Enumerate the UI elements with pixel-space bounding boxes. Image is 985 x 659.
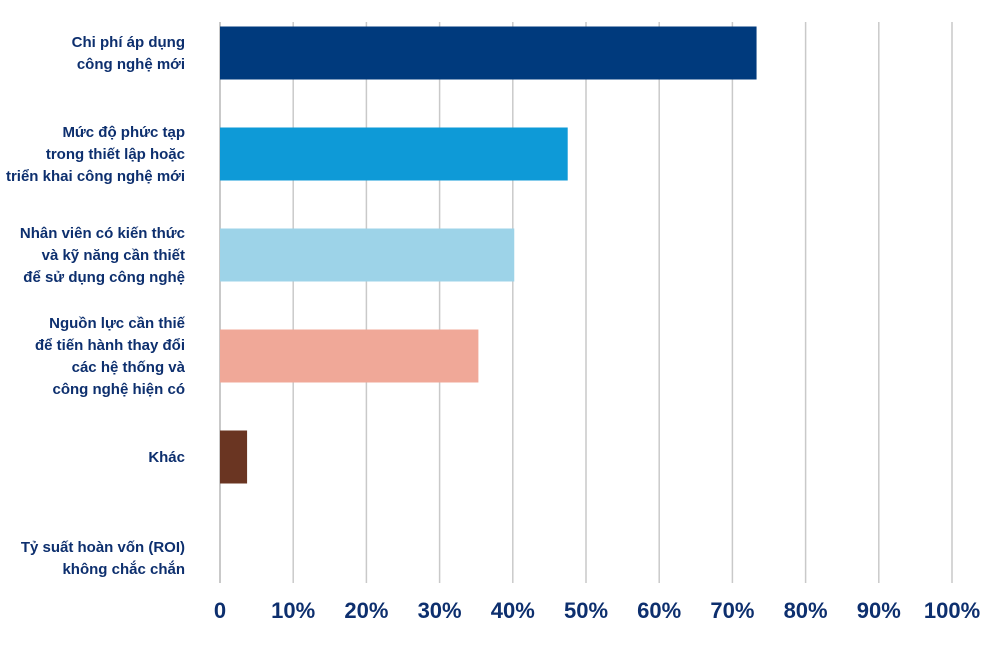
- bar: [220, 228, 515, 282]
- category-label: Nguồn lực cần thiế để tiến hành thay đổi c…: [35, 315, 186, 398]
- x-tick-label: 90%: [857, 598, 901, 623]
- x-tick-label: 100%: [924, 598, 980, 623]
- bar: [220, 329, 479, 383]
- x-tick-label: 0: [214, 598, 226, 623]
- x-tick-label: 60%: [637, 598, 681, 623]
- category-label: Tỷ suất hoàn vốn (ROI) không chắc chắn: [21, 539, 185, 578]
- bar: [220, 26, 757, 80]
- bar: [220, 430, 248, 484]
- x-tick-label: 50%: [564, 598, 608, 623]
- x-tick-label: 70%: [710, 598, 754, 623]
- x-tick-label: 40%: [491, 598, 535, 623]
- category-label: Mức độ phức tạp trong thiết lập hoặc triển…: [6, 124, 185, 185]
- category-label: Khác: [148, 449, 185, 466]
- category-label: Chi phí áp dụng công nghệ mới: [72, 34, 185, 73]
- category-labels: Chi phí áp dụng công nghệ mới Mức độ phức …: [6, 34, 186, 578]
- x-tick-label: 30%: [418, 598, 462, 623]
- bars: [220, 26, 757, 484]
- category-label: Nhân viên có kiến thức và kỹ năng cần thi…: [20, 225, 185, 286]
- bar: [220, 127, 568, 181]
- x-tick-labels: 0 10% 20% 30% 40% 50% 60% 70% 80% 90% 100%: [214, 598, 980, 623]
- x-tick-label: 10%: [271, 598, 315, 623]
- x-tick-label: 80%: [784, 598, 828, 623]
- x-tick-label: 20%: [344, 598, 388, 623]
- grid-lines: [219, 22, 953, 583]
